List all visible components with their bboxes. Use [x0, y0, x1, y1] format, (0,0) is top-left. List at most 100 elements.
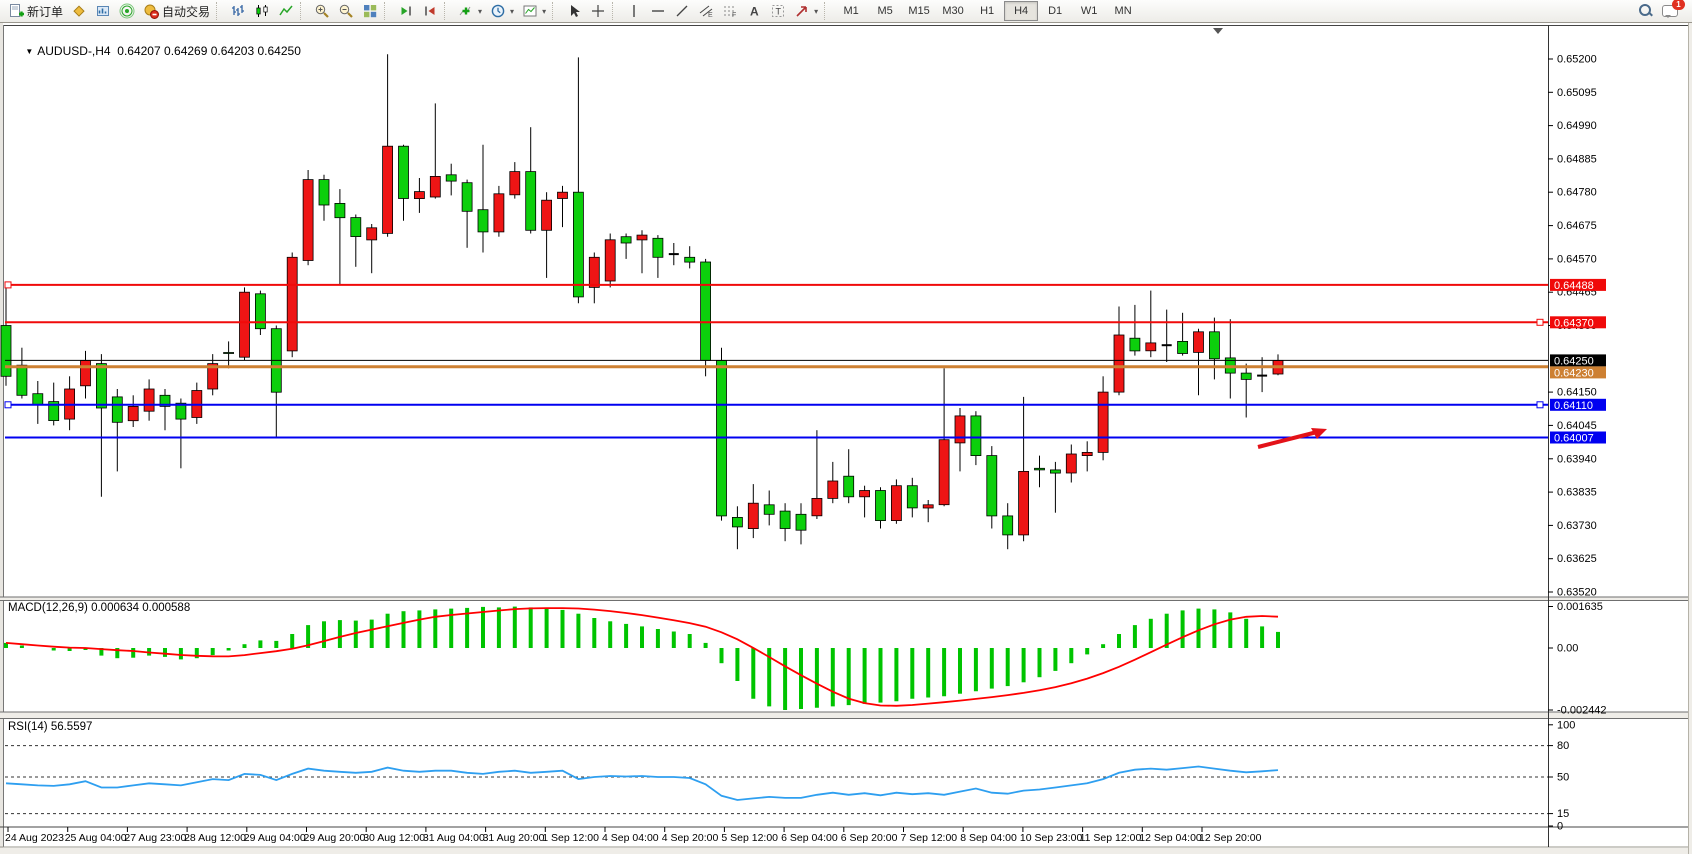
market-watch-button[interactable]: [91, 0, 115, 22]
arrows-tool-icon: [794, 3, 810, 19]
bar-chart-button[interactable]: [226, 0, 250, 22]
candle: [875, 490, 886, 522]
horizontal-line-button[interactable]: [646, 0, 670, 22]
candle: [0, 325, 12, 377]
timeframe-m30[interactable]: M30: [942, 5, 964, 17]
svg-text:4 Sep 20:00: 4 Sep 20:00: [662, 832, 719, 844]
timeframe-m5[interactable]: M5: [877, 5, 893, 17]
zoom-out-button[interactable]: [334, 0, 358, 22]
candle: [700, 261, 711, 361]
vertical-line-button[interactable]: [622, 0, 646, 22]
candle: [461, 182, 473, 212]
macd-signal-line: [5, 607, 1279, 707]
timeframe-h4[interactable]: H4: [1004, 1, 1039, 21]
svg-text:0.64675: 0.64675: [1557, 220, 1597, 232]
chat-button[interactable]: 1: [1662, 0, 1685, 20]
cursor-icon: [566, 3, 582, 19]
line-handle[interactable]: [1536, 401, 1544, 409]
svg-text:E: E: [708, 12, 713, 19]
candle: [954, 415, 966, 444]
svg-text:0.63730: 0.63730: [1557, 520, 1597, 532]
charts-button[interactable]: [67, 0, 91, 22]
candle: [1002, 515, 1014, 536]
candlestick-chart-button[interactable]: [250, 0, 274, 22]
macd-label: MACD(12,26,9) 0.000634 0.000588: [8, 602, 191, 614]
chart-shift-marker[interactable]: [1213, 28, 1223, 34]
chevron-down-icon[interactable]: ▾: [542, 6, 547, 16]
toolbar-separator: [216, 2, 224, 20]
fibonacci-button[interactable]: F: [718, 0, 742, 22]
svg-text:5 Sep 12:00: 5 Sep 12:00: [721, 832, 778, 844]
candle: [859, 490, 870, 498]
cursor-button[interactable]: [562, 0, 586, 22]
line-handle[interactable]: [4, 401, 12, 409]
signals-button[interactable]: [115, 0, 139, 22]
line-handle[interactable]: [1536, 318, 1544, 326]
candle: [588, 256, 600, 288]
timeframe-m1[interactable]: M1: [843, 5, 859, 17]
candle: [382, 145, 394, 234]
tile-windows-button[interactable]: [358, 0, 382, 22]
candle: [96, 363, 107, 409]
candle: [302, 179, 314, 261]
svg-text:A: A: [750, 5, 759, 19]
periods-button[interactable]: ▾: [486, 0, 518, 22]
candle: [906, 485, 918, 509]
line-handle[interactable]: [4, 281, 12, 289]
resistance-line-upper[interactable]: [4, 281, 1548, 289]
candles-layer: [0, 54, 1284, 550]
timeframe-m15[interactable]: M15: [908, 5, 930, 17]
svg-text:F: F: [732, 12, 736, 19]
text-button[interactable]: A: [742, 0, 766, 22]
new-order-button[interactable]: 新订单: [4, 0, 67, 22]
arrow-annotation[interactable]: [1257, 428, 1327, 449]
chart-shift-button[interactable]: [418, 0, 442, 22]
candle: [1145, 342, 1157, 352]
svg-text:0.64007: 0.64007: [1554, 433, 1594, 445]
trendline-button[interactable]: [670, 0, 694, 22]
candle: [16, 364, 28, 396]
zoom-in-button[interactable]: [310, 0, 334, 22]
autotrade-button[interactable]: 自动交易: [139, 0, 214, 22]
arrows-button[interactable]: ▾: [790, 0, 822, 22]
svg-text:1 Sep 12:00: 1 Sep 12:00: [542, 832, 599, 844]
candle: [398, 145, 409, 199]
fibo-icon: F: [722, 3, 738, 19]
panel-splitter-macd[interactable]: [0, 596, 1692, 601]
autotrade-button-label: 自动交易: [162, 4, 211, 19]
text-label-button[interactable]: T: [766, 0, 790, 22]
panel-splitter-rsi[interactable]: [0, 711, 1692, 719]
candle: [493, 193, 505, 233]
svg-text:50: 50: [1557, 772, 1569, 784]
chart-title: ▼ AUDUSD-,H4 0.64207 0.64269 0.64203 0.64…: [12, 30, 301, 72]
macd-axis: 0.001635 0.00 -0.002442: [1548, 601, 1607, 717]
chart-collapse-icon[interactable]: ▼: [25, 47, 34, 56]
chevron-down-icon[interactable]: ▾: [510, 6, 515, 16]
indicators-button[interactable]: ▾: [454, 0, 486, 22]
crosshair-button[interactable]: [586, 0, 610, 22]
channel-button[interactable]: E: [694, 0, 718, 22]
chart-symbol-period: AUDUSD-,H4: [37, 44, 111, 58]
svg-text:0.63835: 0.63835: [1557, 487, 1597, 499]
template-icon: [522, 3, 538, 19]
toolbar: 新订单 自动交易 ▾ ▾ ▾ E F A T ▾ M1 M5 M15 M30 H1 H4 D1 W1 MN 1: [0, 0, 1692, 23]
candle: [32, 393, 44, 406]
timeframe-h1[interactable]: H1: [980, 5, 995, 17]
chevron-down-icon[interactable]: ▾: [814, 6, 819, 16]
templates-button[interactable]: ▾: [518, 0, 550, 22]
resistance-line-lower[interactable]: [5, 318, 1548, 326]
chevron-down-icon[interactable]: ▾: [478, 6, 483, 16]
candle: [207, 363, 219, 390]
line-chart-button[interactable]: [274, 0, 298, 22]
candle: [127, 405, 139, 422]
support-line-upper[interactable]: [4, 401, 1548, 409]
search-icon[interactable]: [1638, 3, 1654, 19]
svg-text:8 Sep 04:00: 8 Sep 04:00: [960, 832, 1017, 844]
timeframe-w1[interactable]: W1: [1080, 5, 1098, 17]
timeframe-mn[interactable]: MN: [1114, 5, 1132, 17]
timeframe-d1[interactable]: D1: [1048, 5, 1063, 17]
ohlc-high: 0.64269: [164, 44, 208, 58]
candle: [763, 504, 775, 515]
auto-scroll-button[interactable]: [394, 0, 418, 22]
